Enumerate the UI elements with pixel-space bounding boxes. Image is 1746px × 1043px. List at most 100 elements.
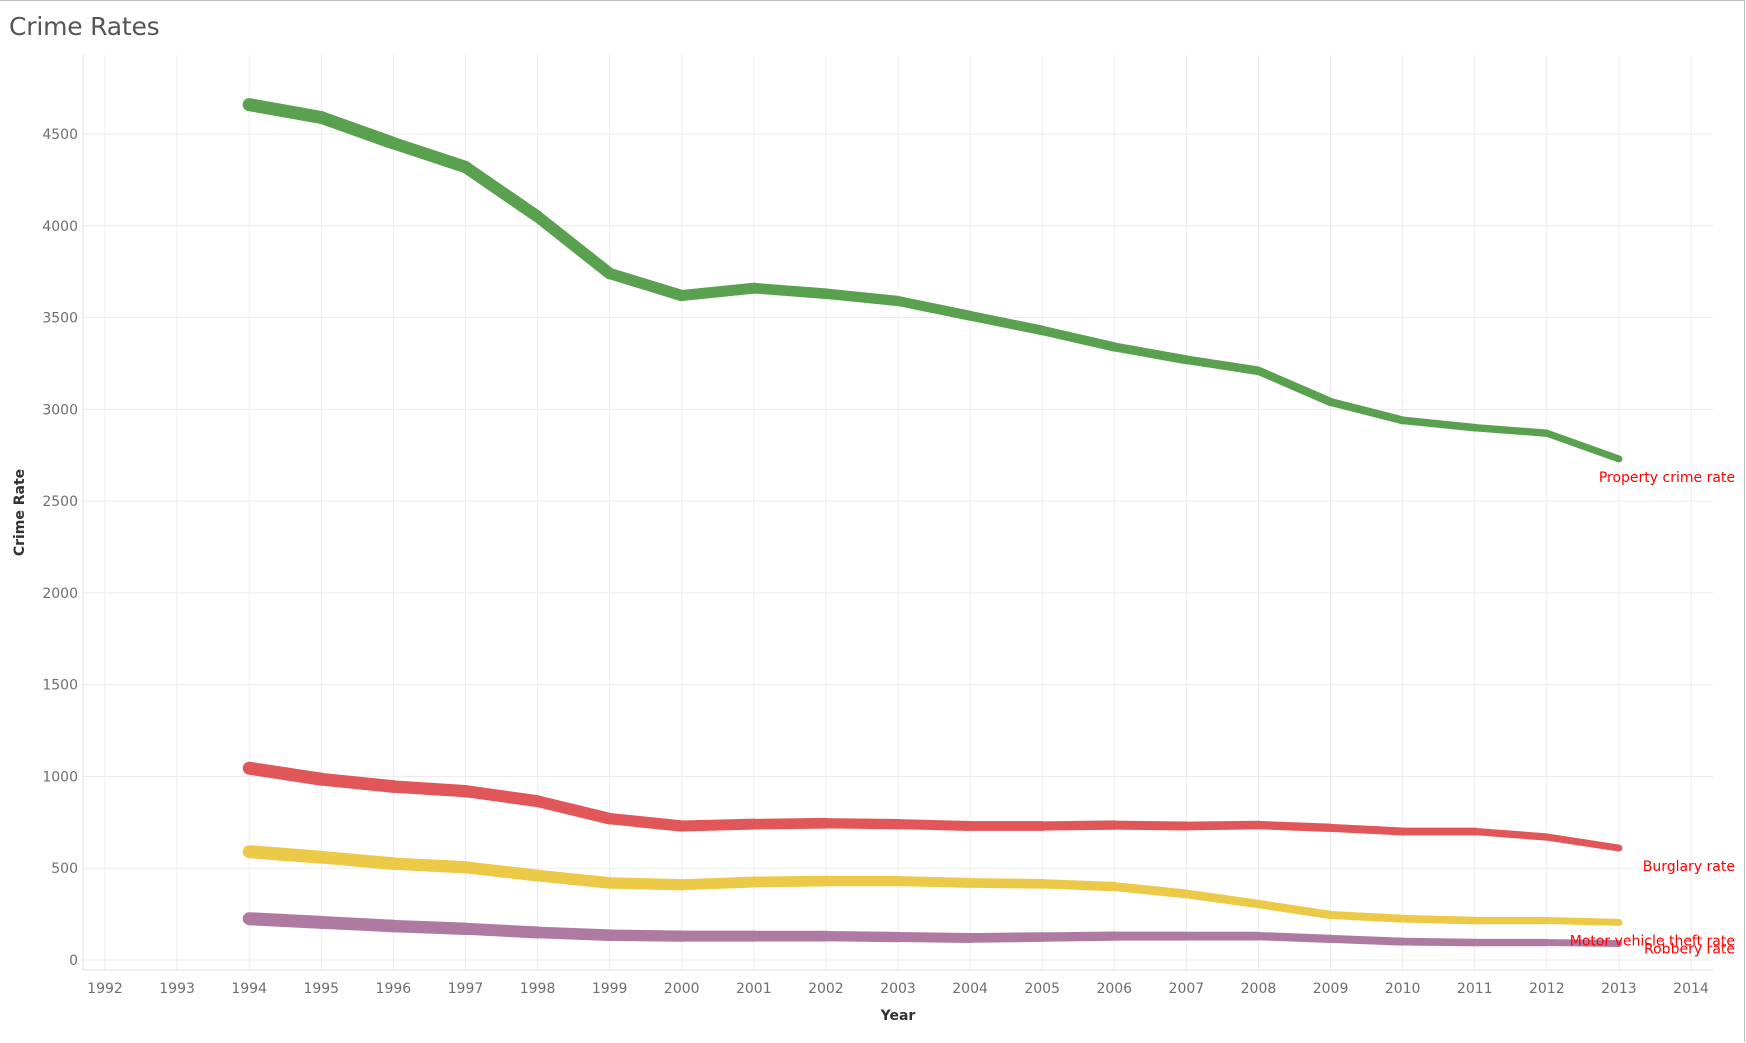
- series-segment: [676, 282, 760, 302]
- y-tick-label: 2000: [42, 586, 78, 602]
- series-segment: [314, 850, 400, 870]
- y-tick-label: 4000: [42, 219, 78, 235]
- series-segment: [242, 912, 328, 929]
- series-segment: [1326, 823, 1407, 836]
- series-label: Property crime rate: [1599, 470, 1735, 486]
- series-segment: [1182, 355, 1263, 376]
- series-segment: [820, 930, 904, 943]
- series-segment: [965, 310, 1048, 336]
- series-segment: [603, 267, 688, 302]
- series-segment: [459, 161, 544, 223]
- x-tick-label: 1999: [592, 981, 628, 997]
- series-segment: [1471, 827, 1551, 841]
- series-labels: Property crime rate Burglary rate Motor ve…: [1570, 470, 1735, 958]
- series-label: Motor vehicle theft rate: [1570, 933, 1735, 949]
- x-tick-label: 1995: [303, 981, 339, 997]
- series-segment: [1326, 911, 1407, 923]
- series-label: Burglary rate: [1643, 859, 1735, 875]
- series-segment: [748, 282, 832, 300]
- y-tick-label: 1000: [42, 769, 78, 785]
- x-tick-label: 2005: [1024, 981, 1060, 997]
- series-segment: [459, 922, 544, 939]
- series-segment: [893, 932, 976, 943]
- series-segment: [1109, 820, 1191, 831]
- series-segment: [314, 772, 400, 793]
- series-segment: [1398, 914, 1479, 925]
- series-segment: [603, 877, 688, 891]
- series-segment: [748, 817, 832, 830]
- y-tick-label: 4500: [42, 127, 78, 143]
- series-segment: [1326, 397, 1407, 425]
- series-segment: [1254, 899, 1335, 920]
- series-segment: [893, 876, 976, 888]
- y-tick-label: 3000: [42, 402, 78, 418]
- series-segment: [1471, 424, 1551, 437]
- y-axis-title: Crime Rate: [12, 469, 28, 556]
- x-tick-label: 2013: [1601, 981, 1637, 997]
- series-segment: [387, 919, 472, 935]
- series-segment: [314, 916, 400, 933]
- series-segment: [748, 875, 832, 888]
- x-tick-label: 2007: [1169, 981, 1205, 997]
- series-segment: [1543, 429, 1623, 463]
- series-segment: [1037, 931, 1119, 942]
- x-tick-label: 1998: [520, 981, 556, 997]
- series-segment: [314, 111, 400, 150]
- series-segment: [1037, 325, 1119, 352]
- y-tick-label: 3500: [42, 311, 78, 327]
- series-segment: [893, 819, 976, 832]
- series-segment: [676, 876, 760, 891]
- series-segment: [965, 932, 1048, 943]
- series-label: Robbery rate: [1644, 941, 1735, 957]
- x-tick-label: 2001: [736, 981, 772, 997]
- series-segment: [1182, 889, 1263, 909]
- y-tick-label: 0: [69, 953, 78, 969]
- x-tick-label: 1993: [159, 981, 195, 997]
- axes: 0 500 1000 1500 2000 2500 3000 3500 4000 4500 1992…: [42, 55, 1713, 997]
- series-line: [242, 912, 1623, 947]
- x-tick-label: 2004: [952, 981, 988, 997]
- x-tick-label: 1996: [376, 981, 412, 997]
- x-tick-label: 2012: [1529, 981, 1565, 997]
- series-lines: [242, 98, 1623, 947]
- y-tick-label: 500: [51, 861, 78, 877]
- series-line: [242, 761, 1623, 852]
- series-segment: [893, 296, 976, 321]
- y-tick-label: 2500: [42, 494, 78, 510]
- series-segment: [1543, 939, 1623, 947]
- series-segment: [820, 818, 904, 830]
- y-tick-label: 1500: [42, 678, 78, 694]
- series-segment: [820, 288, 904, 307]
- x-tick-label: 2011: [1457, 981, 1493, 997]
- series-segment: [459, 785, 544, 808]
- x-tick-label: 2006: [1096, 981, 1132, 997]
- series-segment: [1037, 879, 1119, 892]
- series-segment: [1254, 366, 1335, 407]
- series-segment: [531, 869, 616, 889]
- x-tick-label: 1994: [231, 981, 267, 997]
- series-segment: [1037, 820, 1119, 831]
- series-segment: [1109, 882, 1191, 899]
- series-segment: [1254, 931, 1335, 944]
- series-line: [242, 845, 1623, 926]
- series-segment: [1543, 833, 1623, 852]
- series-segment: [387, 137, 472, 174]
- series-segment: [387, 780, 472, 798]
- series-segment: [531, 926, 616, 942]
- series-segment: [676, 818, 760, 832]
- series-segment: [1398, 416, 1479, 432]
- x-tick-label: 2008: [1241, 981, 1277, 997]
- x-tick-label: 2000: [664, 981, 700, 997]
- series-segment: [387, 857, 472, 874]
- series-segment: [1543, 917, 1623, 926]
- x-axis-title: Year: [880, 1008, 916, 1024]
- series-segment: [1182, 820, 1263, 831]
- x-tick-label: 2003: [880, 981, 916, 997]
- series-segment: [242, 98, 328, 124]
- series-segment: [1254, 820, 1335, 833]
- series-segment: [1109, 342, 1191, 365]
- series-segment: [531, 795, 616, 825]
- series-line: [242, 98, 1623, 463]
- x-tick-label: 2002: [808, 981, 844, 997]
